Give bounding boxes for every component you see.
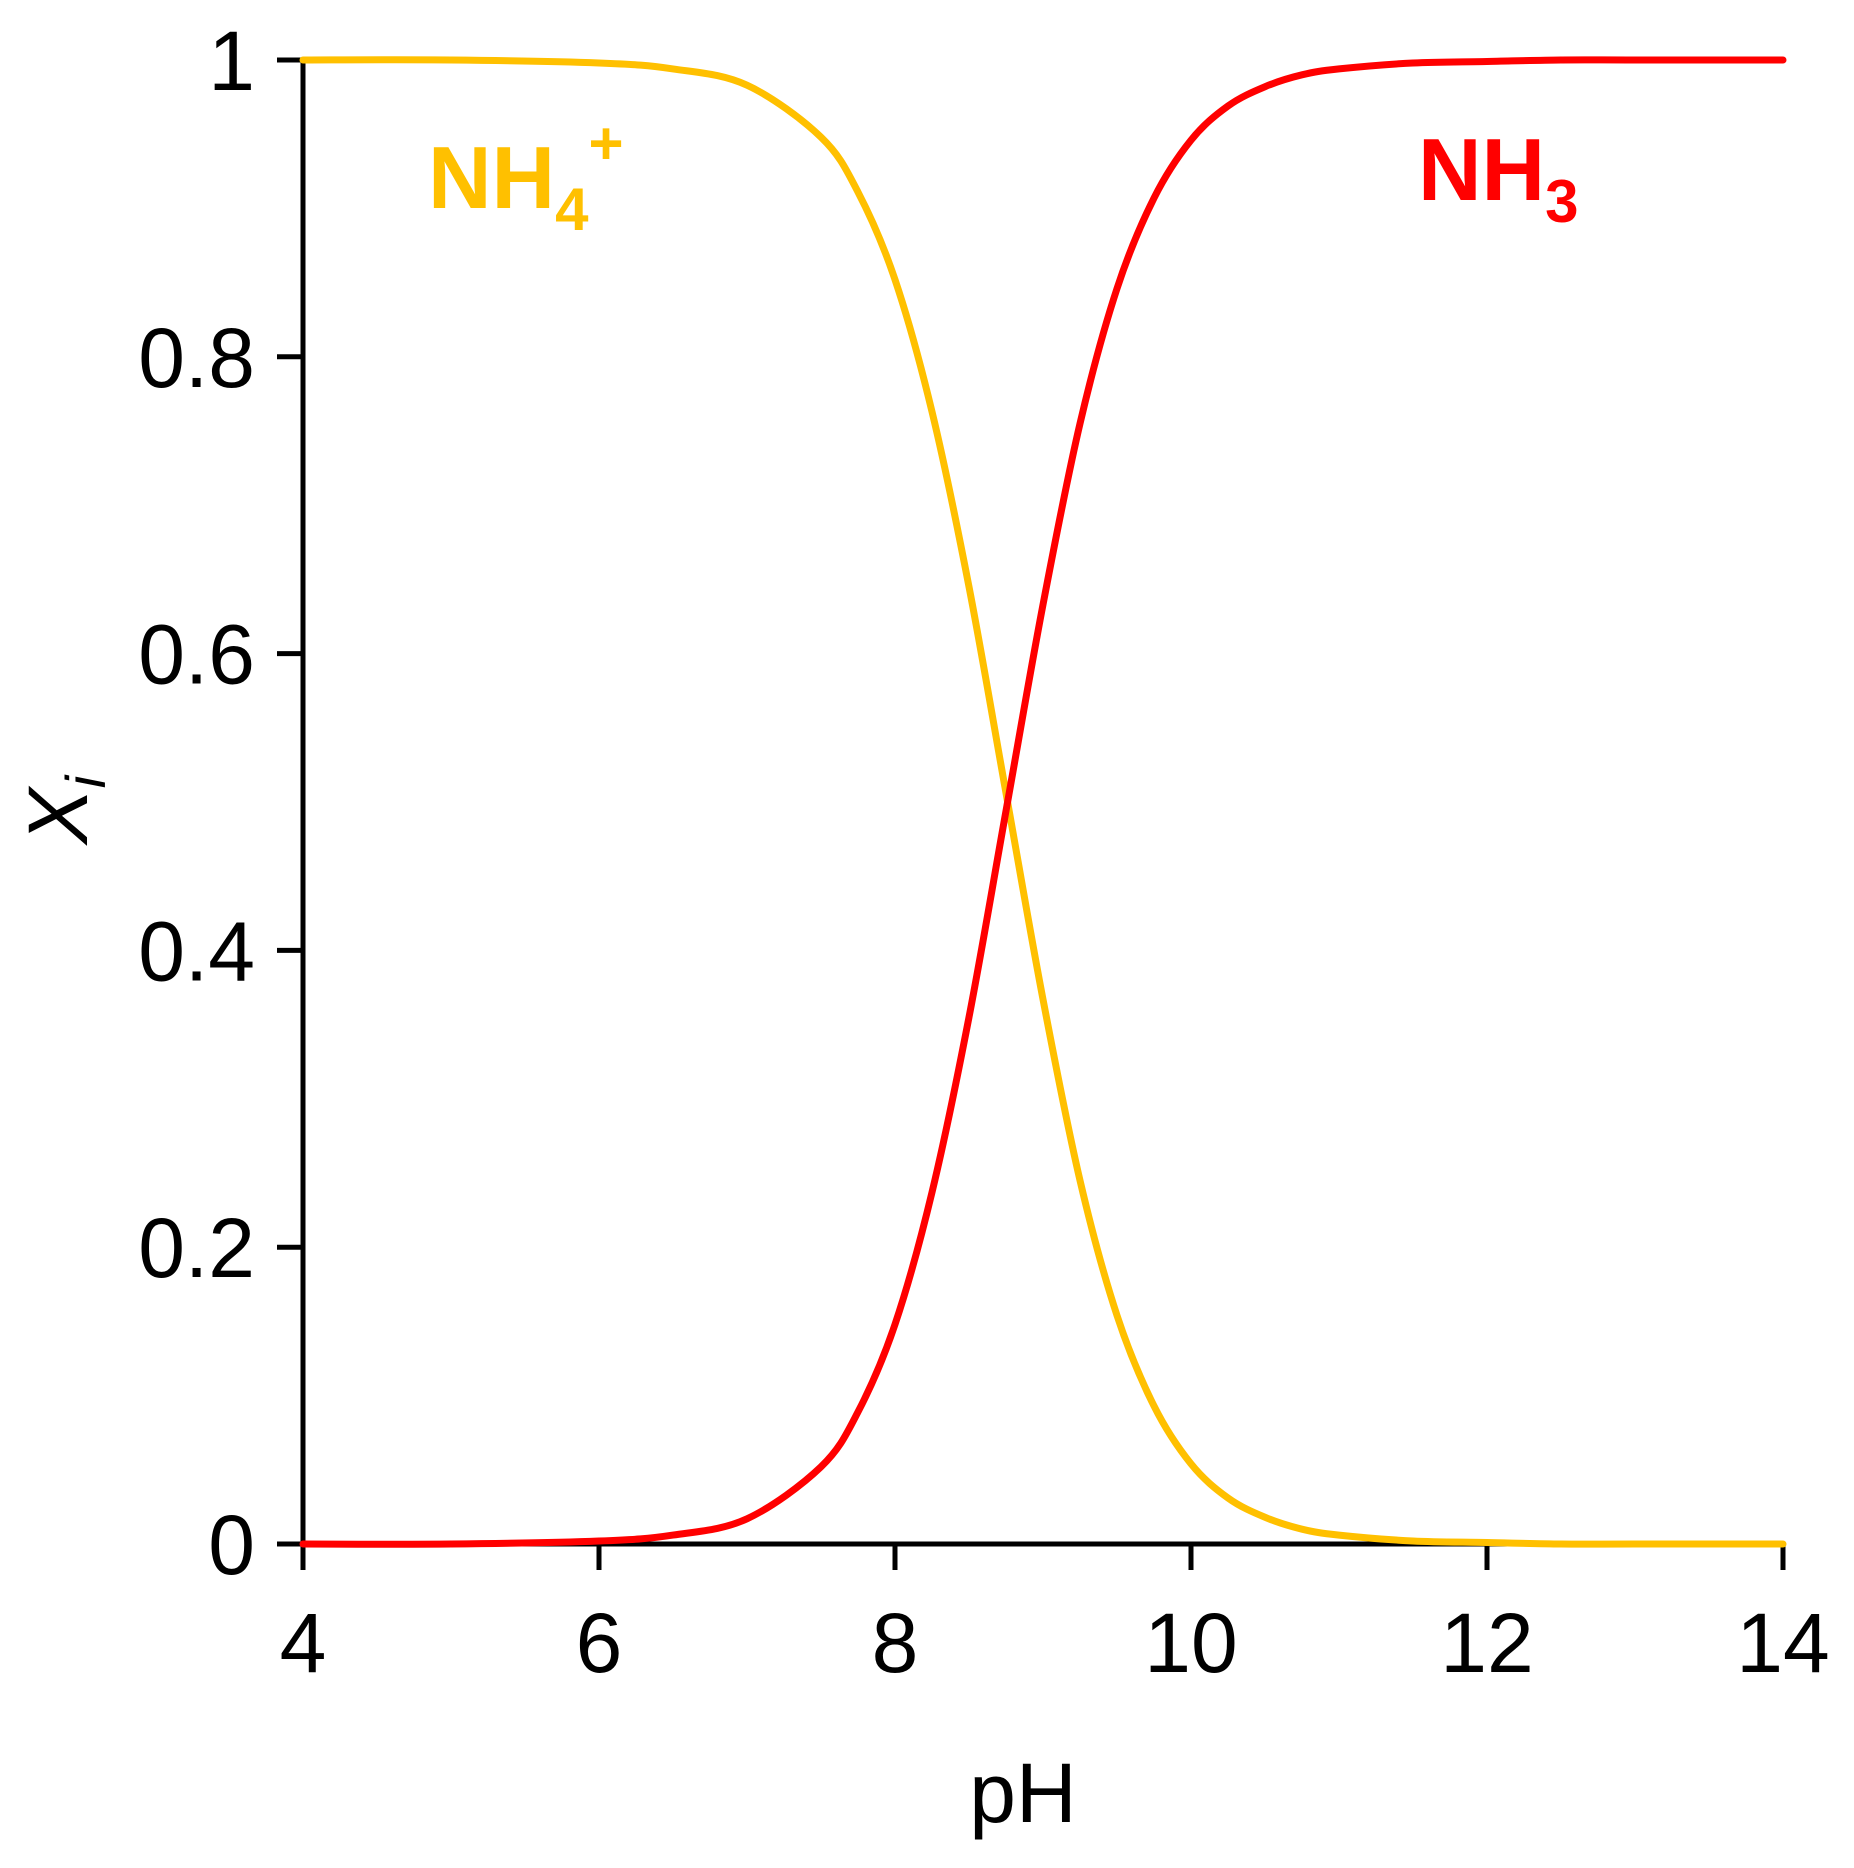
series-label-nh4-sub: 4 [555, 176, 589, 243]
series-line-nh3 [299, 56, 1787, 1548]
series-label-nh4-base: NH [428, 128, 555, 227]
y-axis-title-sub: i [54, 774, 117, 788]
y-tick-label: 0.8 [138, 311, 255, 405]
series-label-nh3-sub: 3 [1545, 168, 1578, 235]
series-line-nh4 [299, 56, 1787, 1548]
x-tick-label: 4 [280, 1596, 327, 1690]
y-tick-label: 0.6 [138, 608, 255, 702]
series-label-nh4-sup: + [588, 110, 623, 177]
series-label-nh4: NH4+ [428, 110, 624, 243]
x-tick-label: 10 [1144, 1596, 1237, 1690]
x-tick-label: 6 [576, 1596, 623, 1690]
series [299, 56, 1787, 1548]
series-label-nh3-base: NH [1418, 120, 1545, 219]
y-tick-label: 0.4 [138, 904, 255, 998]
y-tick-label: 1 [208, 14, 255, 108]
y-axis-title: Xi [11, 774, 117, 846]
y-tick-label: 0.2 [138, 1201, 255, 1295]
x-tick-label: 12 [1440, 1596, 1533, 1690]
x-axis-title: pH [969, 1746, 1076, 1840]
x-tick-label: 8 [872, 1596, 919, 1690]
axes [300, 58, 1785, 1547]
svg-text:Xi: Xi [11, 774, 117, 846]
y-axis-title-main: X [11, 785, 105, 846]
y-tick-label: 0 [208, 1498, 255, 1592]
ticks: 00.20.40.60.814 6 8 10 12 14 [138, 14, 1830, 1690]
x-tick-label: 14 [1736, 1596, 1829, 1690]
series-label-nh3: NH3 [1418, 120, 1578, 235]
